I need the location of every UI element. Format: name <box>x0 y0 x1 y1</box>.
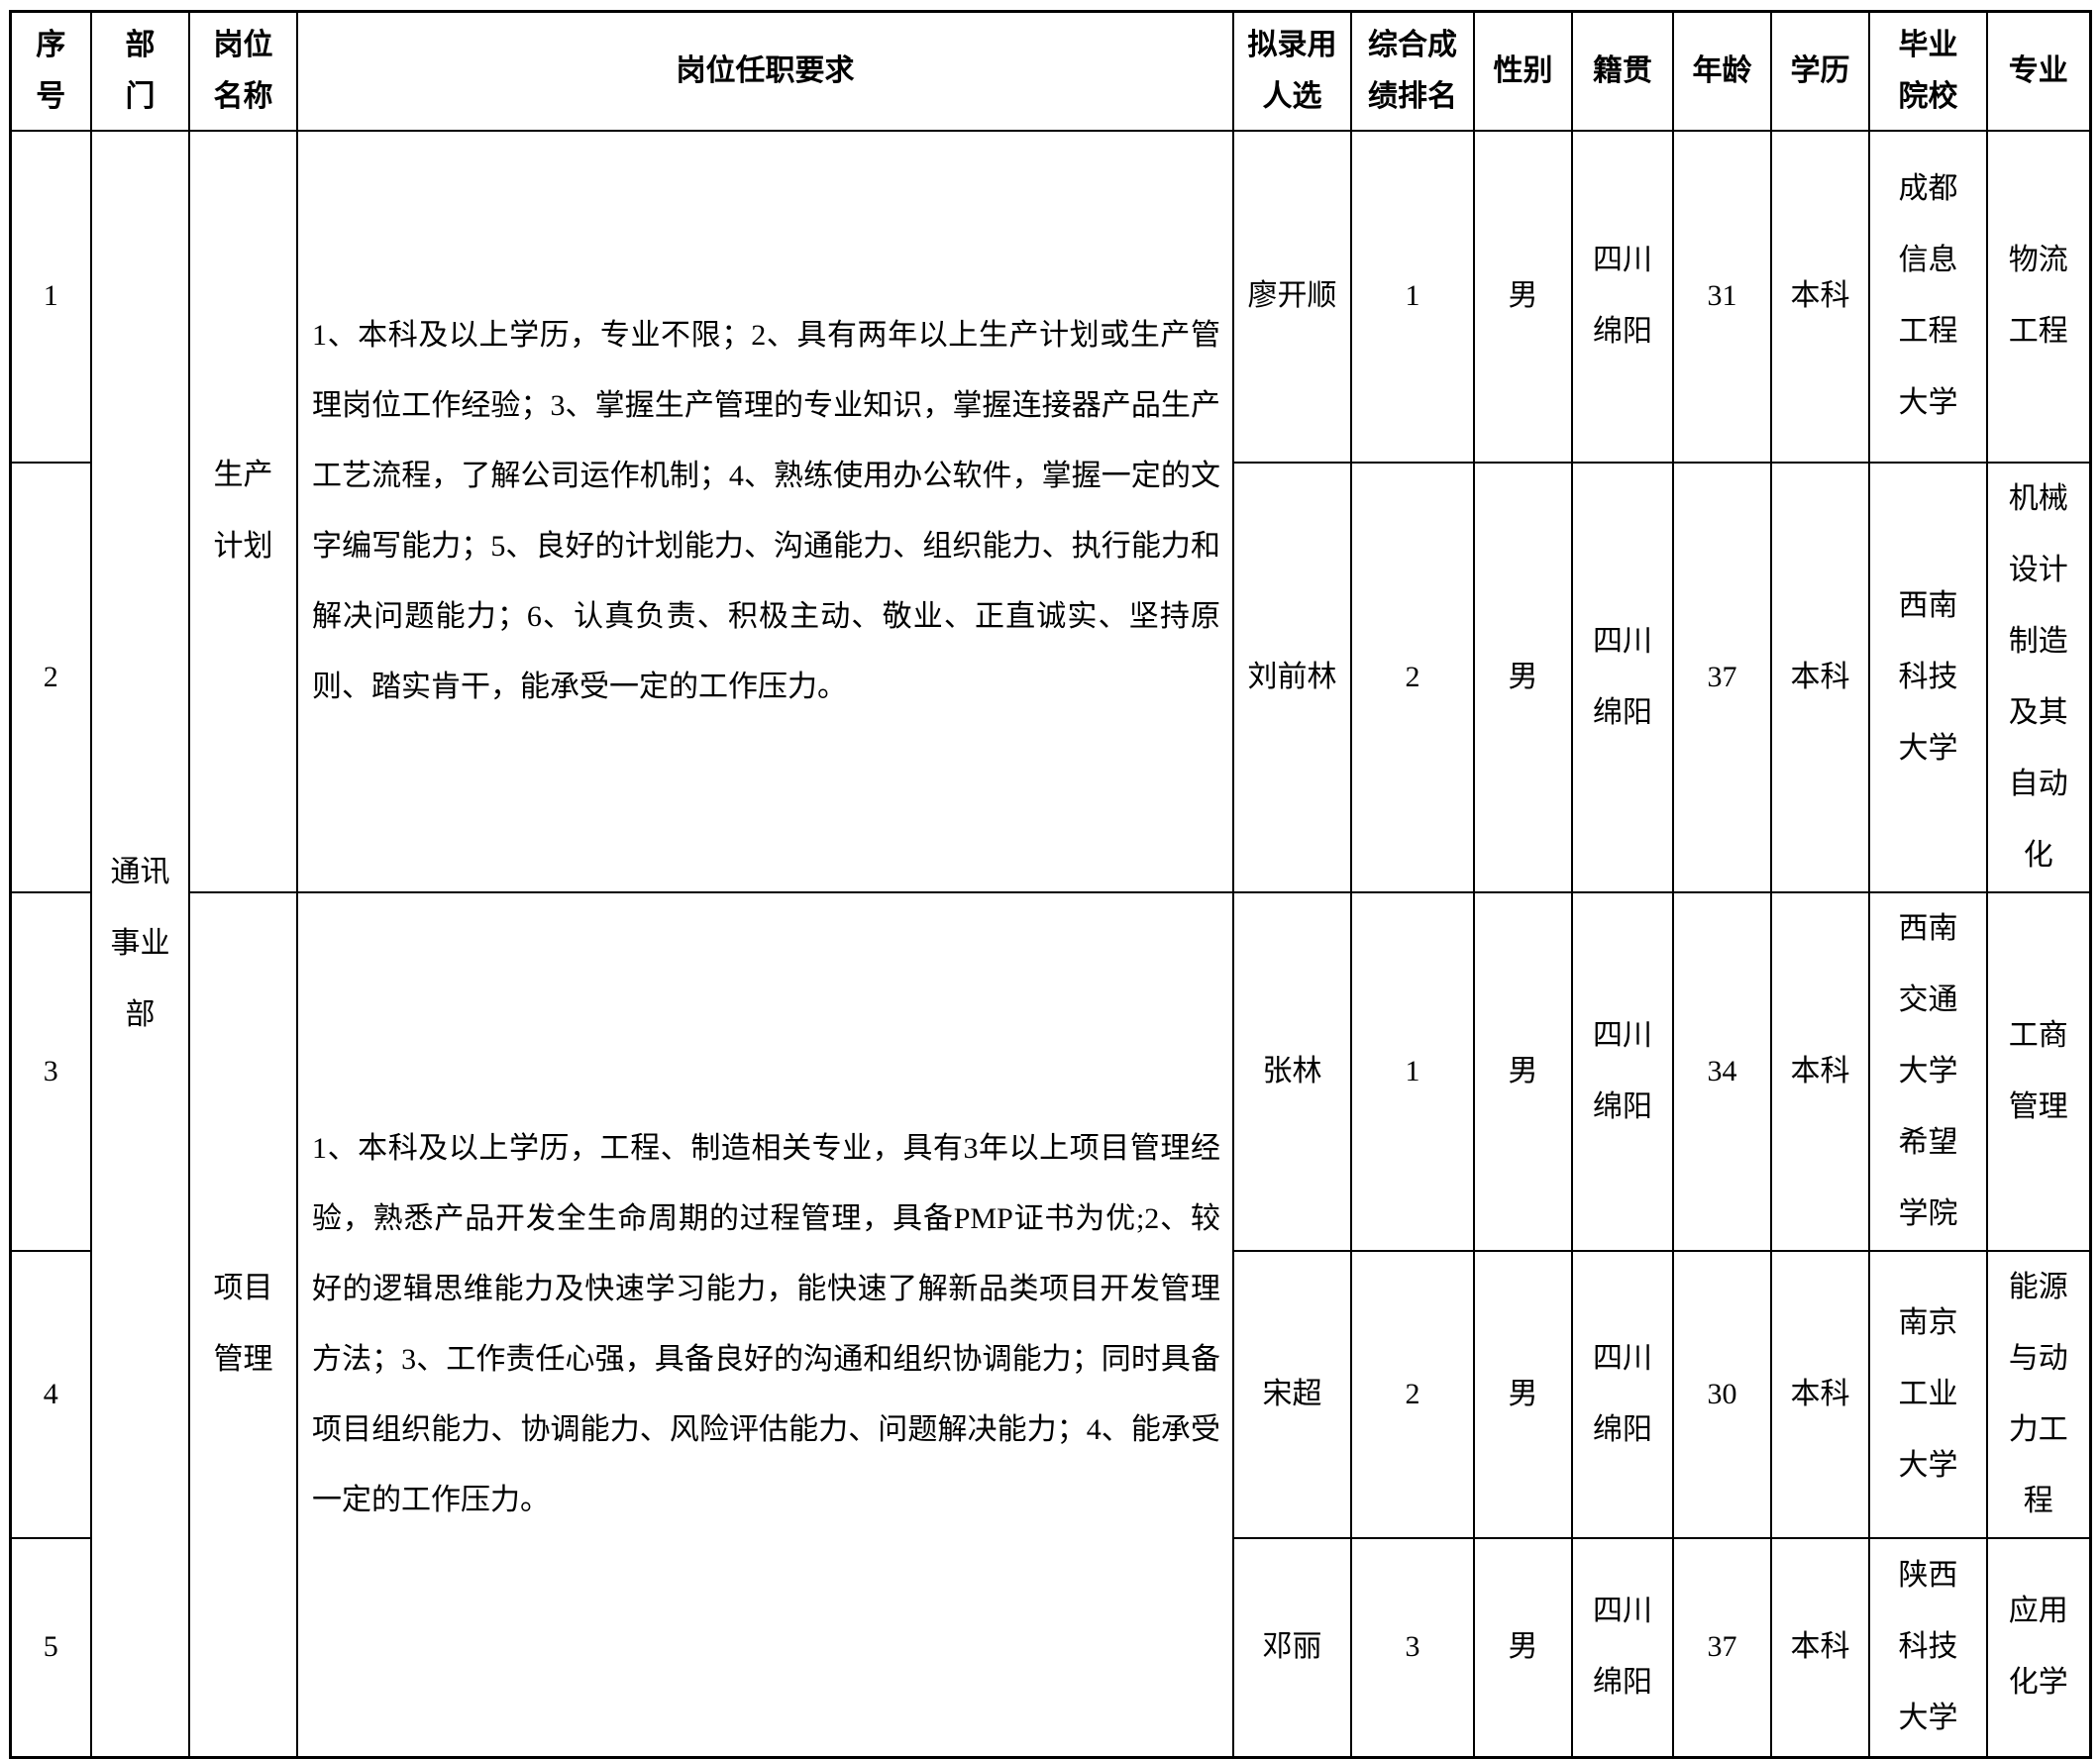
cell-age: 31 <box>1672 129 1772 464</box>
cell-native-place: 四川绵阳 <box>1571 1536 1674 1759</box>
cell-school-text: 西南交通大学希望学院 <box>1898 911 1958 1230</box>
cell-school: 陕西科技大学 <box>1868 1536 1988 1759</box>
header-school-label: 毕业院校 <box>1898 28 1958 113</box>
cell-candidate: 刘前林 <box>1232 461 1352 893</box>
cell-school: 南京工业大学 <box>1868 1249 1988 1539</box>
cell-rank: 1 <box>1350 890 1475 1252</box>
cell-major: 工商管理 <box>1986 890 2091 1252</box>
cell-gender: 男 <box>1473 461 1573 893</box>
table-row: 2 刘前林 2 男 四川绵阳 37 本科 西南科技大学 机械设计制造及其自动化 <box>9 461 2091 893</box>
cell-age: 37 <box>1672 1536 1772 1759</box>
header-education: 学历 <box>1770 10 1870 132</box>
cell-school: 西南科技大学 <box>1868 461 1988 893</box>
cell-gender: 男 <box>1473 129 1573 464</box>
header-position: 岗位名称 <box>188 10 298 132</box>
header-rank-label: 综合成绩排名 <box>1368 28 1457 113</box>
header-index-label: 序号 <box>36 28 66 113</box>
cell-gender: 男 <box>1473 890 1573 1252</box>
cell-major-text: 机械设计制造及其自动化 <box>2008 481 2068 872</box>
cell-major-text: 应用化学 <box>2008 1595 2068 1700</box>
cell-school: 西南交通大学希望学院 <box>1868 890 1988 1252</box>
header-gender: 性别 <box>1473 10 1573 132</box>
cell-position-group1: 生产计划 <box>188 129 298 893</box>
cell-rank: 3 <box>1350 1536 1475 1759</box>
header-department-label: 部门 <box>125 28 156 113</box>
header-age: 年龄 <box>1672 10 1772 132</box>
cell-age: 37 <box>1672 461 1772 893</box>
header-school: 毕业院校 <box>1868 10 1988 132</box>
cell-requirements-group1: 1、本科及以上学历，专业不限；2、具有两年以上生产计划或生产管理岗位工作经验；3… <box>296 129 1234 893</box>
cell-requirements-group2: 1、本科及以上学历，工程、制造相关专业，具有3年以上项目管理经验，熟悉产品开发全… <box>296 890 1234 1759</box>
cell-rank: 2 <box>1350 461 1475 893</box>
cell-education: 本科 <box>1770 461 1870 893</box>
cell-age: 30 <box>1672 1249 1772 1539</box>
cell-native-place: 四川绵阳 <box>1571 129 1674 464</box>
cell-index: 5 <box>9 1536 92 1759</box>
cell-school: 成都信息工程大学 <box>1868 129 1988 464</box>
header-position-label: 岗位名称 <box>213 28 273 113</box>
cell-major-text: 物流工程 <box>2008 244 2068 348</box>
header-department: 部门 <box>90 10 190 132</box>
cell-position-text: 生产计划 <box>213 459 273 563</box>
cell-school-text: 南京工业大学 <box>1898 1305 1958 1482</box>
header-candidate-label: 拟录用人选 <box>1247 28 1337 113</box>
cell-education: 本科 <box>1770 890 1870 1252</box>
document-page: 序号 部门 岗位名称 岗位任职要求 拟录用人选 综合成绩排名 性别 籍贯 年龄 … <box>0 10 2100 1759</box>
cell-native-place: 四川绵阳 <box>1571 890 1674 1252</box>
cell-index: 1 <box>9 129 92 464</box>
cell-school-text: 西南科技大学 <box>1898 588 1958 765</box>
cell-department: 通讯事业部 <box>90 129 190 1759</box>
cell-major-text: 工商管理 <box>2008 1018 2068 1123</box>
cell-major: 能源与动力工程 <box>1986 1249 2091 1539</box>
cell-school-text: 陕西科技大学 <box>1898 1559 1958 1735</box>
recruitment-table: 序号 部门 岗位名称 岗位任职要求 拟录用人选 综合成绩排名 性别 籍贯 年龄 … <box>8 10 2092 1759</box>
table-row: 1 通讯事业部 生产计划 1、本科及以上学历，专业不限；2、具有两年以上生产计划… <box>9 129 2091 1759</box>
header-native-place: 籍贯 <box>1571 10 1674 132</box>
header-requirements: 岗位任职要求 <box>296 10 1234 132</box>
cell-age: 34 <box>1672 890 1772 1252</box>
table-row: 4 宋超 2 男 四川绵阳 30 本科 南京工业大学 能源与动力工程 <box>9 1249 2091 1539</box>
header-candidate: 拟录用人选 <box>1232 10 1352 132</box>
cell-index: 3 <box>9 890 92 1252</box>
header-rank: 综合成绩排名 <box>1350 10 1475 132</box>
cell-education: 本科 <box>1770 1536 1870 1759</box>
cell-rank: 2 <box>1350 1249 1475 1539</box>
table-row: 3 项目管理 1、本科及以上学历，工程、制造相关专业，具有3年以上项目管理经验，… <box>9 890 2091 1759</box>
cell-index: 2 <box>9 461 92 893</box>
cell-rank: 1 <box>1350 129 1475 464</box>
cell-native-place-text: 四川绵阳 <box>1593 624 1652 729</box>
cell-candidate: 宋超 <box>1232 1249 1352 1539</box>
cell-candidate: 廖开顺 <box>1232 129 1352 464</box>
cell-education: 本科 <box>1770 129 1870 464</box>
cell-major-text: 能源与动力工程 <box>2008 1270 2068 1517</box>
header-major: 专业 <box>1986 10 2091 132</box>
cell-native-place-text: 四川绵阳 <box>1593 1595 1652 1700</box>
cell-native-place: 四川绵阳 <box>1571 461 1674 893</box>
cell-native-place-text: 四川绵阳 <box>1593 244 1652 348</box>
cell-native-place-text: 四川绵阳 <box>1593 1341 1652 1446</box>
cell-school-text: 成都信息工程大学 <box>1898 172 1958 419</box>
cell-gender: 男 <box>1473 1249 1573 1539</box>
cell-education: 本科 <box>1770 1249 1870 1539</box>
cell-native-place: 四川绵阳 <box>1571 1249 1674 1539</box>
cell-gender: 男 <box>1473 1536 1573 1759</box>
header-row: 序号 部门 岗位名称 岗位任职要求 拟录用人选 综合成绩排名 性别 籍贯 年龄 … <box>9 10 2091 132</box>
cell-department-text: 通讯事业部 <box>110 855 170 1031</box>
cell-major: 机械设计制造及其自动化 <box>1986 461 2091 893</box>
cell-position-text: 项目管理 <box>213 1272 273 1377</box>
header-index: 序号 <box>9 10 92 132</box>
cell-native-place-text: 四川绵阳 <box>1593 1018 1652 1123</box>
cell-index: 4 <box>9 1249 92 1539</box>
cell-major: 物流工程 <box>1986 129 2091 464</box>
cell-candidate: 张林 <box>1232 890 1352 1252</box>
cell-major: 应用化学 <box>1986 1536 2091 1759</box>
table-row: 5 邓丽 3 男 四川绵阳 37 本科 陕西科技大学 应用化学 <box>9 1536 2091 1759</box>
cell-position-group2: 项目管理 <box>188 890 298 1759</box>
cell-candidate: 邓丽 <box>1232 1536 1352 1759</box>
